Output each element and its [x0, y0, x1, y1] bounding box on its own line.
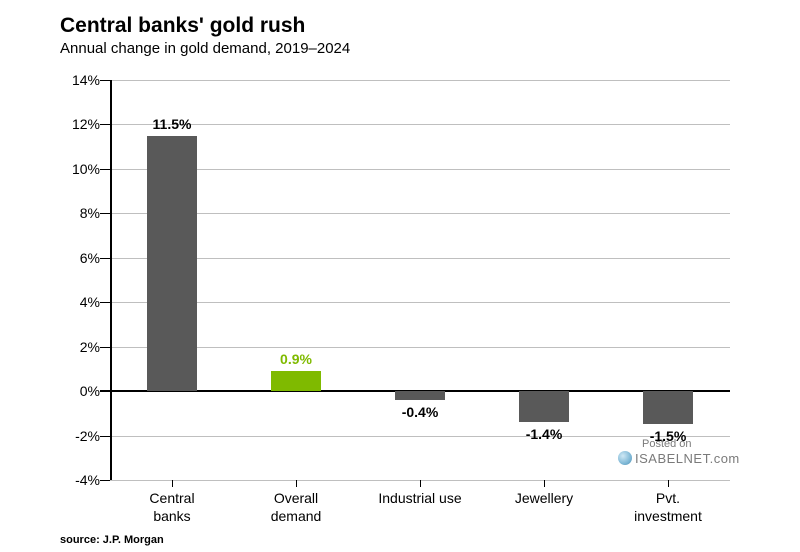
watermark: Posted on ISABELNET.com [618, 438, 740, 467]
bar-value-label: -0.4% [402, 404, 439, 420]
gridline [110, 347, 730, 348]
gridline [110, 213, 730, 214]
gridline [110, 80, 730, 81]
y-tick [100, 480, 110, 481]
globe-icon [618, 451, 632, 465]
y-tick [100, 213, 110, 214]
chart-subtitle: Annual change in gold demand, 2019–2024 [60, 40, 350, 57]
gridline [110, 436, 730, 437]
y-axis-label: 4% [40, 294, 100, 310]
bar [395, 391, 445, 400]
bar [519, 391, 569, 422]
bar-value-label: 11.5% [153, 116, 192, 132]
y-axis-label: -2% [40, 428, 100, 444]
y-axis-label: -4% [40, 472, 100, 488]
source-attribution: source: J.P. Morgan [60, 534, 164, 546]
x-tick [668, 480, 669, 487]
y-axis-label: 10% [40, 161, 100, 177]
gridline [110, 258, 730, 259]
y-tick [100, 169, 110, 170]
bar [271, 371, 321, 391]
watermark-site-row: ISABELNET.com [618, 451, 740, 467]
y-axis-label: 12% [40, 116, 100, 132]
y-tick [100, 302, 110, 303]
y-axis-line [110, 80, 112, 480]
x-axis-label: Jewellery [515, 490, 573, 508]
gridline [110, 169, 730, 170]
x-axis-label: Central banks [149, 490, 194, 525]
x-tick [296, 480, 297, 487]
bar-value-label: 0.9% [280, 351, 312, 367]
x-tick [420, 480, 421, 487]
y-tick [100, 80, 110, 81]
y-tick [100, 347, 110, 348]
y-tick [100, 390, 110, 392]
bar [643, 391, 693, 424]
watermark-site: ISABELNET.com [635, 451, 740, 466]
x-axis-label: Overall demand [271, 490, 322, 525]
chart-header: Central banks' gold rush Annual change i… [60, 14, 350, 57]
gridline [110, 302, 730, 303]
y-axis-label: 2% [40, 339, 100, 355]
y-axis-label: 14% [40, 72, 100, 88]
watermark-posted: Posted on [618, 438, 740, 451]
chart-title: Central banks' gold rush [60, 14, 350, 38]
x-axis-label: Pvt. investment [634, 490, 702, 525]
y-axis-label: 6% [40, 250, 100, 266]
x-tick [172, 480, 173, 487]
chart-plot-area: -4%-2%0%2%4%6%8%10%12%14%11.5%Central ba… [110, 80, 730, 480]
bar-value-label: -1.4% [526, 426, 563, 442]
x-tick [544, 480, 545, 487]
x-axis-label: Industrial use [378, 490, 461, 508]
gridline [110, 124, 730, 125]
y-axis-label: 0% [40, 383, 100, 399]
y-axis-label: 8% [40, 205, 100, 221]
y-tick [100, 258, 110, 259]
bar [147, 136, 197, 392]
y-tick [100, 436, 110, 437]
y-tick [100, 124, 110, 125]
plot-region: -4%-2%0%2%4%6%8%10%12%14%11.5%Central ba… [110, 80, 730, 480]
